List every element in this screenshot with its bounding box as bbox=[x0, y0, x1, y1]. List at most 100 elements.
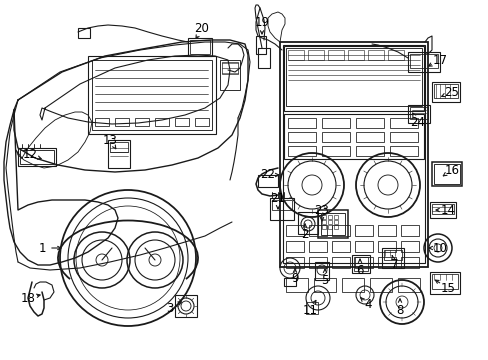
Text: 10: 10 bbox=[432, 242, 447, 255]
Bar bbox=[287, 50, 304, 60]
Bar bbox=[429, 202, 455, 218]
Bar bbox=[429, 272, 459, 294]
Bar bbox=[195, 118, 208, 126]
Text: 19: 19 bbox=[254, 15, 269, 28]
Text: 14: 14 bbox=[440, 203, 454, 216]
Bar bbox=[283, 45, 424, 263]
Bar bbox=[20, 150, 54, 164]
Text: 12: 12 bbox=[22, 148, 38, 162]
Bar bbox=[258, 48, 269, 68]
Bar bbox=[355, 146, 383, 156]
Bar bbox=[285, 241, 304, 252]
Bar bbox=[331, 257, 349, 268]
Bar bbox=[377, 241, 395, 252]
Bar bbox=[285, 225, 304, 236]
Bar bbox=[433, 164, 459, 184]
Text: 13: 13 bbox=[102, 134, 117, 147]
Bar bbox=[220, 60, 240, 90]
Bar bbox=[321, 220, 325, 224]
Bar bbox=[354, 257, 372, 268]
Text: 21: 21 bbox=[270, 192, 285, 204]
Bar bbox=[321, 118, 349, 128]
Bar bbox=[354, 225, 372, 236]
Bar bbox=[431, 82, 459, 102]
Bar bbox=[258, 175, 278, 187]
Bar bbox=[331, 241, 349, 252]
Bar bbox=[389, 118, 417, 128]
Bar bbox=[433, 84, 457, 98]
Bar bbox=[155, 118, 169, 126]
Bar bbox=[308, 257, 326, 268]
Text: 11: 11 bbox=[302, 303, 317, 316]
Bar bbox=[222, 62, 238, 74]
Text: 3: 3 bbox=[166, 302, 173, 315]
Bar bbox=[400, 241, 418, 252]
Bar bbox=[354, 241, 372, 252]
Bar bbox=[285, 257, 304, 268]
Text: 9: 9 bbox=[291, 271, 298, 284]
Bar bbox=[78, 28, 90, 38]
Bar bbox=[327, 50, 343, 60]
Bar bbox=[407, 52, 439, 72]
Bar bbox=[321, 146, 349, 156]
Text: 6: 6 bbox=[356, 264, 363, 276]
Bar bbox=[400, 257, 418, 268]
Bar bbox=[377, 257, 395, 268]
Bar bbox=[271, 200, 291, 210]
Bar bbox=[175, 295, 197, 317]
Bar bbox=[409, 54, 437, 68]
Bar bbox=[409, 107, 427, 119]
Bar bbox=[287, 146, 315, 156]
Bar bbox=[305, 302, 317, 314]
Bar bbox=[285, 278, 307, 292]
Bar bbox=[407, 105, 429, 123]
Bar bbox=[269, 198, 293, 220]
Bar bbox=[333, 225, 337, 229]
Bar bbox=[284, 46, 423, 111]
Text: 25: 25 bbox=[444, 85, 459, 99]
Bar bbox=[190, 40, 209, 54]
Bar bbox=[431, 162, 461, 186]
Bar bbox=[92, 60, 212, 130]
Bar bbox=[387, 50, 403, 60]
Bar bbox=[369, 278, 391, 292]
Bar bbox=[175, 118, 189, 126]
Bar bbox=[313, 278, 335, 292]
Bar bbox=[297, 212, 317, 234]
Bar bbox=[115, 118, 129, 126]
Text: 20: 20 bbox=[194, 22, 209, 35]
Bar bbox=[397, 278, 419, 292]
Bar bbox=[331, 225, 349, 236]
Bar bbox=[285, 48, 421, 106]
Bar bbox=[431, 274, 457, 289]
Bar bbox=[18, 148, 56, 166]
Bar bbox=[355, 118, 383, 128]
Bar bbox=[317, 210, 347, 238]
Bar bbox=[187, 38, 212, 56]
Bar bbox=[327, 225, 331, 229]
Bar bbox=[351, 255, 369, 273]
Text: 4: 4 bbox=[364, 298, 371, 311]
Bar bbox=[321, 225, 325, 229]
Text: 5: 5 bbox=[321, 274, 328, 287]
Text: 18: 18 bbox=[20, 292, 35, 305]
Bar bbox=[377, 225, 395, 236]
Bar bbox=[347, 50, 363, 60]
Bar bbox=[327, 220, 331, 224]
Bar bbox=[308, 225, 326, 236]
Text: 24: 24 bbox=[409, 116, 425, 129]
Bar bbox=[308, 241, 326, 252]
Text: 1: 1 bbox=[38, 242, 46, 255]
Bar bbox=[321, 215, 325, 219]
Bar bbox=[287, 118, 315, 128]
Bar bbox=[400, 225, 418, 236]
Text: 22: 22 bbox=[260, 168, 275, 181]
Bar bbox=[389, 132, 417, 142]
Bar bbox=[108, 140, 130, 168]
Bar bbox=[383, 250, 401, 260]
Bar bbox=[88, 56, 216, 134]
Bar bbox=[284, 114, 423, 159]
Bar bbox=[287, 132, 315, 142]
Bar bbox=[333, 215, 337, 219]
Bar bbox=[314, 262, 328, 280]
